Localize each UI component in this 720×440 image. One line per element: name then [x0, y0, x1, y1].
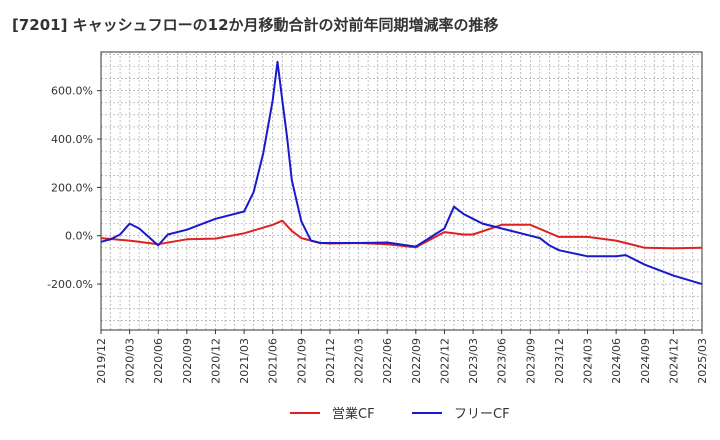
x-tick-label: 2024/09	[639, 338, 652, 384]
x-tick-label: 2020/09	[181, 338, 194, 384]
x-tick-label: 2019/12	[95, 338, 108, 384]
x-tick-label: 2024/06	[610, 338, 623, 384]
x-tick-label: 2020/06	[152, 338, 165, 384]
x-tick-label: 2024/03	[582, 338, 595, 384]
y-tick-label: 600.0%	[51, 85, 93, 98]
x-tick-label: 2021/09	[295, 338, 308, 384]
legend-label-free-cf: フリーCF	[454, 407, 510, 422]
series-line-free-cf	[100, 60, 703, 286]
x-tick-label: 2022/09	[410, 338, 423, 384]
x-tick-label: 2023/09	[524, 338, 537, 384]
x-tick-label: 2021/06	[267, 338, 280, 384]
x-tick-label: 2020/03	[124, 338, 137, 384]
y-tick-label: 200.0%	[51, 181, 93, 194]
x-tick-label: 2022/06	[381, 338, 394, 384]
plot-area	[101, 52, 702, 330]
chart-title: [7201] キャッシュフローの12か月移動合計の対前年同期増減率の推移	[12, 16, 499, 34]
x-tick-label: 2022/12	[438, 338, 451, 384]
x-tick-label: 2020/12	[209, 338, 222, 384]
x-tick-label: 2024/12	[667, 338, 680, 384]
x-tick-label: 2023/12	[553, 338, 566, 384]
x-tick-label: 2022/03	[353, 338, 366, 384]
plot-frame	[100, 51, 703, 331]
y-tick-label: 0.0%	[65, 230, 93, 243]
x-tick-label: 2023/06	[496, 338, 509, 384]
x-tick-label: 2023/03	[467, 338, 480, 384]
x-tick-label: 2021/12	[324, 338, 337, 384]
x-tick-label: 2025/03	[696, 338, 709, 384]
x-tick-label: 2021/03	[238, 338, 251, 384]
y-tick-label: -200.0%	[47, 278, 93, 291]
legend-label-operating-cf: 営業CF	[332, 406, 375, 422]
y-tick-label: 400.0%	[51, 133, 93, 146]
